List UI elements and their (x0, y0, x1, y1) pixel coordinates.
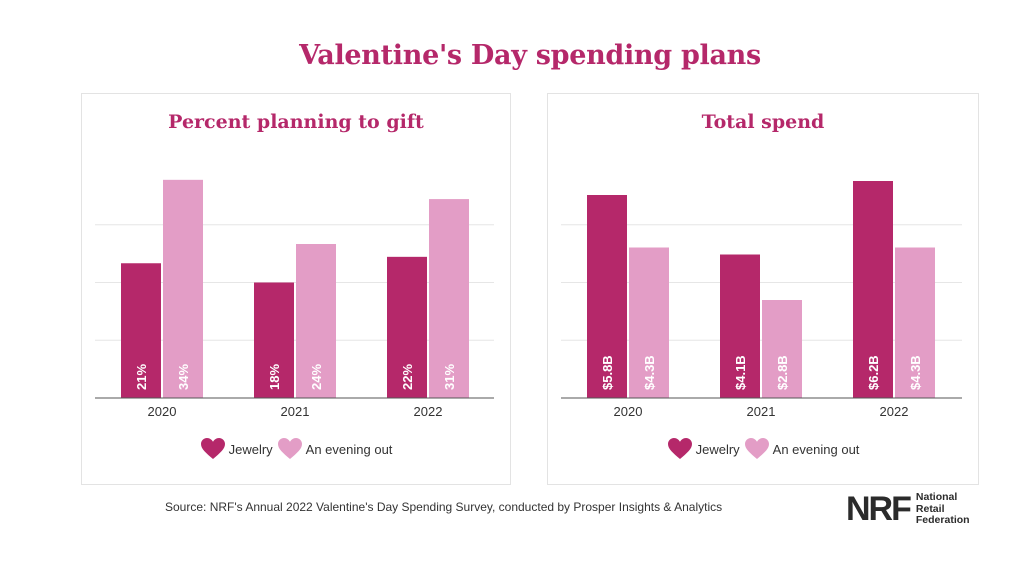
x-tick-label: 2021 (747, 404, 776, 419)
nrf-logo: NRF National Retail Federation (846, 490, 970, 529)
source-note: Source: NRF's Annual 2022 Valentine's Da… (165, 500, 723, 514)
data-label: 24% (309, 364, 324, 390)
chart-panel-percent: Percent planning to gift 21% 34% 2020 18% 24… (81, 93, 511, 485)
chart-title: Total spend (701, 111, 825, 133)
legend-label: An evening out (772, 441, 860, 457)
heart-icon (667, 438, 692, 459)
chart-title: Percent planning to gift (168, 111, 424, 133)
bar (895, 247, 935, 398)
legend: Jewelry An evening out (82, 438, 510, 460)
bar (762, 300, 802, 398)
data-label: 22% (400, 364, 415, 390)
heart-icon (277, 438, 302, 459)
data-label: $5.8B (600, 355, 615, 390)
nrf-logo-line: National (915, 491, 958, 503)
data-label: $2.8B (775, 355, 790, 390)
bar (853, 181, 893, 398)
chart-percent-planning: 21% 34% 2020 18% 24% 2021 22% 31% 2022 (95, 179, 494, 419)
nrf-logo-line: Federation (915, 514, 970, 526)
bar (587, 195, 627, 398)
legend-item-jewelry: Jewelry (667, 438, 740, 460)
bar (429, 199, 469, 398)
legend-label: Jewelry (228, 441, 273, 457)
bar (720, 254, 760, 398)
data-label: $6.2B (866, 355, 881, 390)
x-tick-label: 2020 (614, 404, 643, 419)
bar (163, 179, 203, 398)
bar (296, 244, 336, 398)
chart-panel-total-spend: Total spend $5.8B $4.3B 2020 $4.1B $2.8B 2021… (547, 93, 979, 485)
data-label: $4.1B (733, 355, 748, 390)
data-label: 21% (134, 364, 149, 390)
x-tick-label: 2022 (880, 404, 909, 419)
data-label: 34% (176, 364, 191, 390)
nrf-logo-mark: NRF (846, 490, 912, 529)
x-tick-label: 2022 (414, 404, 443, 419)
bar (629, 247, 669, 398)
data-label: $4.3B (908, 355, 923, 390)
bar (254, 282, 294, 398)
legend-item-jewelry: Jewelry (200, 438, 273, 460)
data-label: $4.3B (642, 355, 657, 390)
x-tick-label: 2020 (148, 404, 177, 419)
bar (387, 256, 427, 398)
legend-item-evening: An evening out (744, 438, 860, 460)
main-title: Valentine's Day spending plans (299, 40, 761, 71)
data-label: 31% (442, 364, 457, 390)
nrf-logo-line: Retail (915, 502, 945, 515)
legend-label: An evening out (305, 441, 393, 457)
chart-total-spend: $5.8B $4.3B 2020 $4.1B $2.8B 2021 $6.2B $4.3B 20… (561, 181, 962, 419)
heart-icon (200, 438, 225, 459)
x-tick-label: 2021 (281, 404, 310, 419)
heart-icon (744, 438, 769, 459)
legend: Jewelry An evening out (548, 438, 978, 460)
data-label: 18% (267, 364, 282, 390)
bar (121, 263, 161, 398)
legend-label: Jewelry (695, 441, 740, 457)
nrf-logo-wordmark: National Retail Federation (915, 491, 970, 527)
legend-item-evening: An evening out (277, 438, 393, 460)
